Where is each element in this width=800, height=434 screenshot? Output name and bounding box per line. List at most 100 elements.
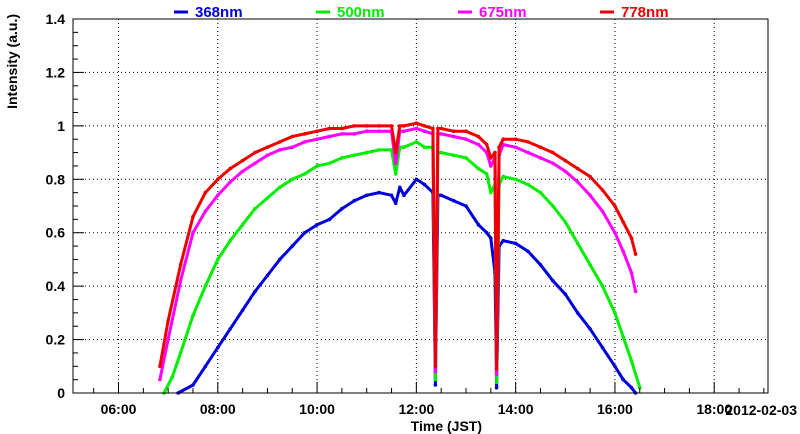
data-point [393,201,398,206]
data-point [538,156,543,160]
data-point [613,364,617,369]
data-point [476,134,481,139]
data-point [489,236,493,240]
data-point [551,204,555,208]
data-point [422,182,427,187]
data-point [600,345,605,350]
data-point [551,279,555,283]
data-point [575,311,580,315]
x-tick-label: 14:00 [498,401,534,417]
grid-layer [73,19,768,393]
data-point [513,137,518,141]
data-point [290,134,295,139]
data-point [431,126,435,131]
data-point [439,193,444,198]
data-point [389,124,394,128]
data-point [633,289,638,294]
data-point [203,209,208,214]
data-point [538,263,543,267]
data-point [551,161,555,166]
data-point [315,164,319,168]
data-point [203,284,208,288]
data-point [494,380,499,385]
data-point [327,126,332,131]
data-point [494,367,499,371]
data-point [402,129,406,133]
data-point [402,193,406,198]
series-500nm [162,140,642,395]
series-line [162,140,642,394]
data-point [216,177,220,182]
data-point [613,311,617,315]
data-point [451,153,456,157]
data-point [278,257,282,262]
data-point [422,145,427,149]
data-point [476,222,481,227]
y-axis-title: Intensity (a.u.) [4,14,20,109]
data-point [575,241,580,246]
data-point [290,177,295,182]
data-point [433,383,438,387]
data-point [315,129,319,133]
data-point [414,126,419,131]
data-point [203,190,208,195]
data-point [228,238,232,243]
data-point [178,263,183,267]
data-point [178,279,183,283]
legend-label: 675nm [479,4,527,21]
legend-label: 368nm [195,4,243,21]
data-point [494,385,499,390]
data-point [278,148,282,152]
data-point [464,204,468,208]
data-point [526,140,530,144]
data-point [340,206,344,211]
data-point [327,217,332,222]
data-point [315,137,319,141]
data-point [513,145,518,149]
data-point [551,150,555,155]
data-point [563,158,568,163]
data-point [158,377,162,382]
data-point [166,319,170,323]
data-point [352,198,357,203]
data-point [158,364,162,369]
data-point [402,145,406,149]
data-point [613,230,617,235]
data-point [170,375,175,379]
data-point [436,126,440,131]
data-point [621,377,625,382]
data-point [494,372,499,377]
data-point [393,172,398,176]
data-point [621,220,625,224]
data-point [327,161,332,166]
data-point [253,206,257,211]
y-tick-label: 0.6 [46,225,66,241]
data-point [265,196,270,200]
data-point [501,238,506,243]
data-point [389,193,394,198]
data-point [414,140,419,144]
data-point [393,150,398,155]
data-point [600,209,605,214]
data-point [216,193,220,198]
data-point [191,383,195,387]
data-point [302,140,307,144]
data-point [513,241,518,246]
data-point [563,169,568,174]
data-point [575,180,580,184]
data-point [489,190,493,195]
data-point [364,129,369,133]
data-point [253,289,257,294]
legend: 368nm 500nm 675nm 778nm [174,4,669,21]
y-tick-label: 0 [57,385,65,401]
data-point [638,385,642,390]
data-point [278,140,282,144]
data-point [240,169,245,174]
data-point [629,359,634,363]
data-point [377,129,381,133]
data-point [402,124,406,128]
data-point [265,153,270,157]
series-layer [158,121,642,395]
data-point [433,369,438,374]
data-point [621,335,625,339]
